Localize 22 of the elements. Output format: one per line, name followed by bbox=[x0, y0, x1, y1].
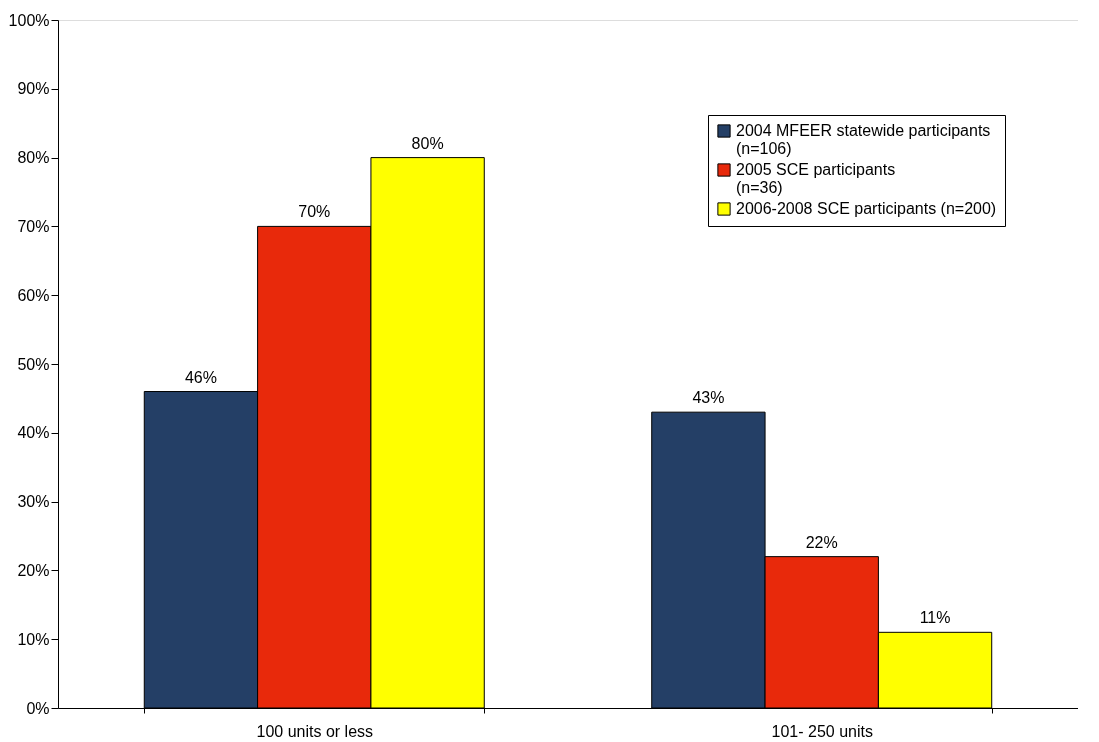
y-tick-label: 70% bbox=[17, 217, 50, 235]
y-tick-label: 80% bbox=[17, 149, 50, 167]
y-tick-label: 60% bbox=[17, 286, 50, 304]
legend-label: 2005 SCE participants (n=36) bbox=[736, 161, 896, 196]
y-tick-label: 50% bbox=[17, 355, 50, 373]
x-tick-label: 101- 250 units bbox=[771, 722, 873, 740]
x-tick-label: 100 units or less bbox=[256, 722, 374, 740]
y-tick-label: 0% bbox=[26, 699, 50, 717]
text: 43% bbox=[692, 389, 725, 407]
legend-label: 2004 MFEER statewide participants (n=106) bbox=[736, 122, 991, 157]
text: 80% bbox=[411, 134, 444, 152]
text: 46% bbox=[184, 368, 217, 386]
legend-label: 2006-2008 SCE participants (n=200) bbox=[736, 200, 997, 217]
text: 22% bbox=[805, 533, 838, 551]
y-tick-label: 90% bbox=[17, 80, 50, 98]
y-tick-label: 30% bbox=[17, 493, 50, 511]
text: 11% bbox=[919, 609, 951, 627]
y-tick-label: 10% bbox=[17, 630, 50, 648]
y-tick-label: 20% bbox=[17, 561, 50, 579]
y-tick-label: 100% bbox=[8, 11, 50, 29]
text: 70% bbox=[298, 203, 331, 221]
y-tick-label: 40% bbox=[17, 424, 50, 442]
